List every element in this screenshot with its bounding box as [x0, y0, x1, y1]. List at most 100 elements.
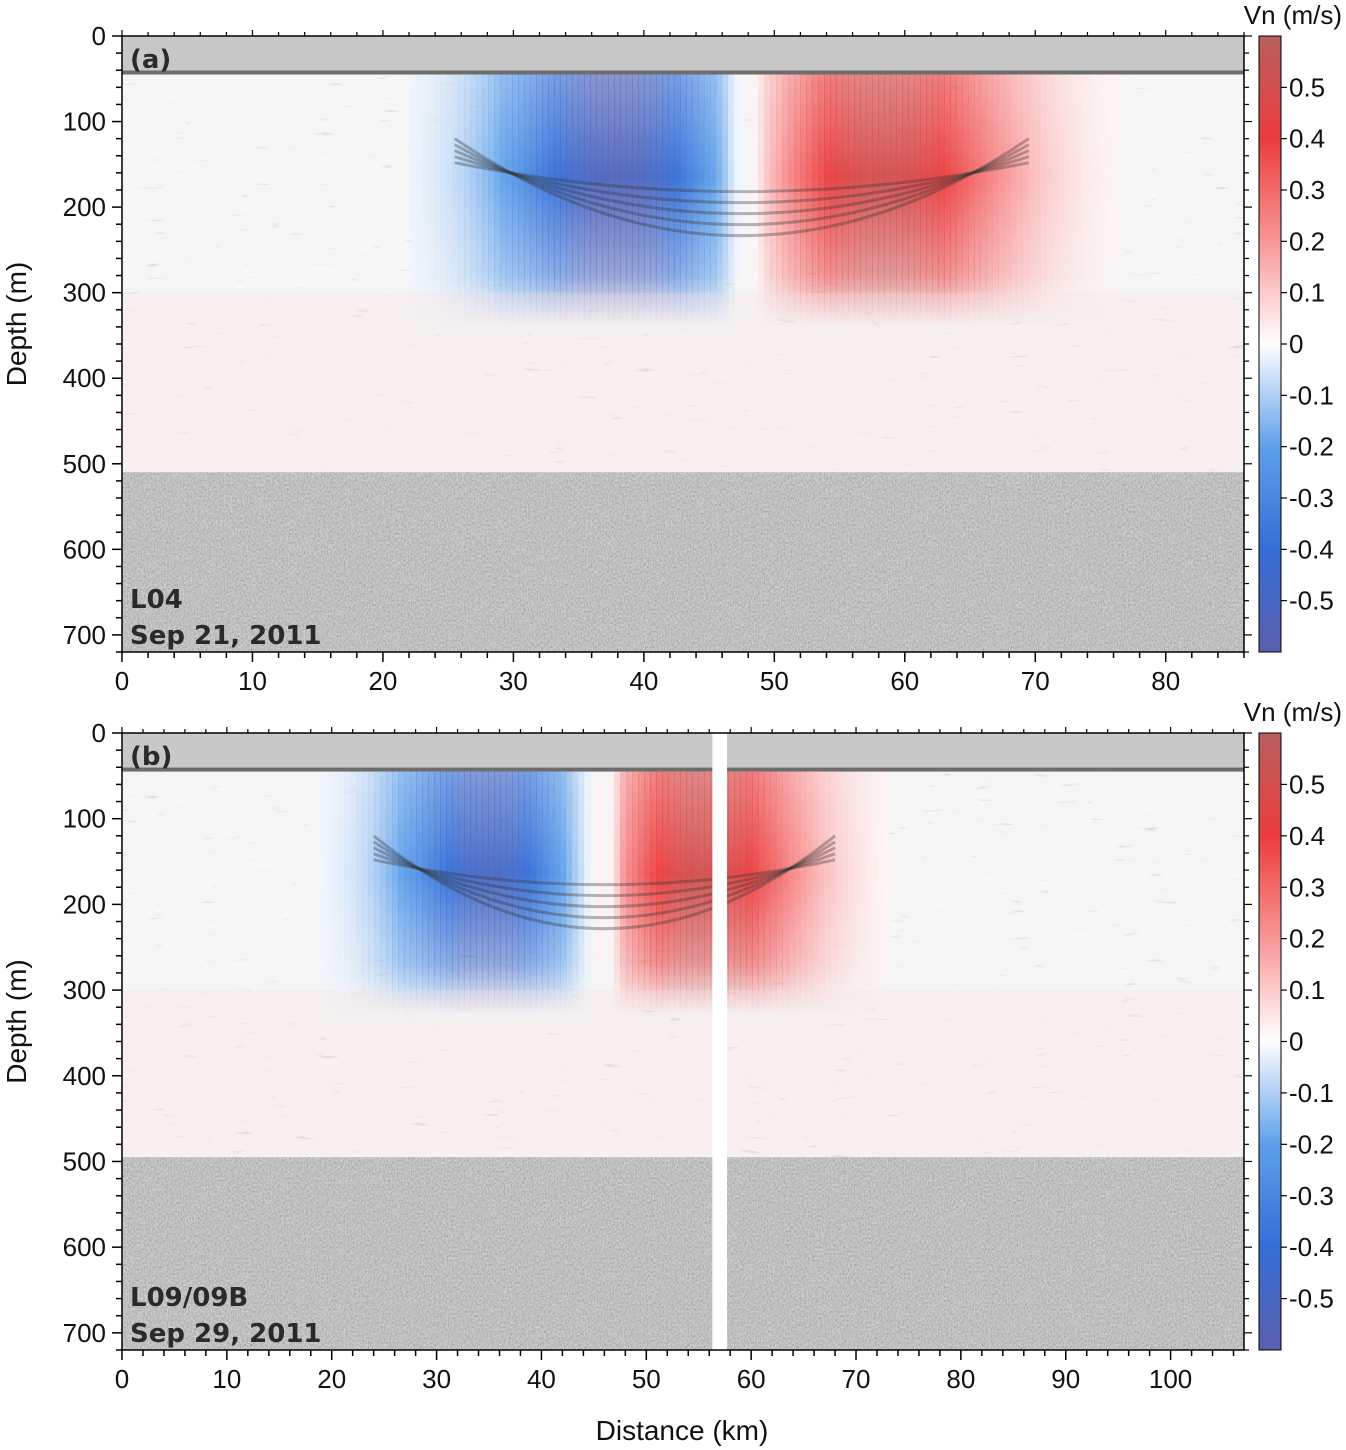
velocity-column: [374, 771, 381, 1016]
velocity-column: [662, 771, 669, 1016]
colorbar-tick-label: 0.4: [1289, 124, 1325, 154]
velocity-column: [764, 771, 771, 1016]
velocity-column: [662, 74, 669, 327]
velocity-column: [596, 771, 603, 1016]
velocity-column: [356, 771, 363, 1016]
x-tick-label: 60: [737, 1364, 766, 1394]
velocity-column: [842, 74, 849, 327]
y-tick-label: 600: [63, 1232, 106, 1262]
y-tick-label: 100: [63, 107, 106, 137]
velocity-column: [896, 74, 903, 327]
velocity-column: [626, 771, 633, 1016]
velocity-column: [320, 771, 327, 1016]
velocity-column: [836, 771, 843, 1016]
velocity-column: [608, 74, 615, 327]
velocity-column: [470, 74, 477, 327]
velocity-column: [866, 74, 873, 327]
velocity-column: [1022, 74, 1029, 327]
velocity-column: [1106, 74, 1113, 327]
velocity-column: [458, 771, 465, 1016]
velocity-column: [566, 74, 573, 327]
survey-date: Sep 29, 2011: [130, 1319, 322, 1349]
velocity-column: [368, 771, 375, 1016]
surface-mask: [122, 36, 1244, 75]
velocity-column: [1100, 74, 1107, 327]
y-tick-label: 300: [63, 975, 106, 1005]
deep-seismic-noise: [122, 1157, 1244, 1350]
x-tick-label: 70: [1021, 666, 1050, 696]
velocity-column: [1040, 74, 1047, 327]
velocity-column: [860, 771, 867, 1016]
velocity-column: [668, 74, 675, 327]
velocity-column: [722, 74, 729, 327]
deep-seismic-noise: [122, 472, 1244, 652]
velocity-column: [626, 74, 633, 327]
y-tick-label: 200: [63, 889, 106, 919]
velocity-column: [590, 74, 597, 327]
velocity-column: [452, 771, 459, 1016]
velocity-column: [1004, 74, 1011, 327]
velocity-column: [380, 771, 387, 1016]
velocity-column: [536, 74, 543, 327]
velocity-column: [992, 74, 999, 327]
velocity-column: [788, 74, 795, 327]
velocity-column: [452, 74, 459, 327]
velocity-column: [548, 771, 555, 1016]
velocity-column: [650, 771, 657, 1016]
eddy-reflector: [453, 143, 1030, 227]
velocity-column: [608, 771, 615, 1016]
colorbar-tick-label: 0.4: [1289, 821, 1325, 851]
x-tick-label: 90: [1051, 1364, 1080, 1394]
velocity-column: [428, 74, 435, 327]
velocity-column: [974, 74, 981, 327]
colorbar-tick-label: 0.2: [1289, 226, 1325, 256]
y-tick-label: 0: [92, 718, 106, 748]
velocity-column: [386, 771, 393, 1016]
y-tick-label: 500: [63, 449, 106, 479]
velocity-column: [950, 74, 957, 327]
velocity-column: [872, 74, 879, 327]
data-gap: [712, 733, 728, 1350]
colorbar-tick-label: 0.3: [1289, 872, 1325, 902]
colorbar-tick-label: 0: [1289, 1027, 1303, 1057]
colorbar-tick-label: 0: [1289, 329, 1303, 359]
velocity-column: [524, 771, 531, 1016]
velocity-column: [638, 771, 645, 1016]
velocity-column: [884, 771, 891, 1016]
velocity-column: [866, 771, 873, 1016]
velocity-column: [476, 74, 483, 327]
velocity-column: [806, 771, 813, 1016]
velocity-column: [734, 74, 741, 327]
velocity-column: [848, 74, 855, 327]
velocity-column: [470, 771, 477, 1016]
velocity-column: [680, 771, 687, 1016]
y-tick-label: 600: [63, 534, 106, 564]
velocity-column: [842, 771, 849, 1016]
survey-date: Sep 21, 2011: [130, 621, 322, 651]
velocity-column: [932, 74, 939, 327]
deep-velocity-tint: [122, 990, 1244, 1158]
velocity-column: [920, 74, 927, 327]
velocity-column: [1088, 74, 1095, 327]
x-tick-label: 0: [115, 1364, 129, 1394]
deep-velocity-tint: [122, 292, 1244, 473]
x-tick-label: 70: [842, 1364, 871, 1394]
velocity-column: [1010, 74, 1017, 327]
x-tick-label: 10: [238, 666, 267, 696]
eddy-reflector: [373, 858, 836, 887]
velocity-column: [1064, 74, 1071, 327]
x-tick-label: 40: [527, 1364, 556, 1394]
colorbar-tick-label: 0.3: [1289, 175, 1325, 205]
colorbar: 0.5 0.4 0.3 0.2 0.1 0 -0.1 -0.2 -0.3 -0.4 -0.5 Vn (…: [1244, 697, 1342, 1351]
velocity-column: [518, 74, 525, 327]
velocity-column: [776, 74, 783, 327]
velocity-column: [830, 74, 837, 327]
velocity-column: [968, 74, 975, 327]
velocity-column: [554, 771, 561, 1016]
colorbar-tick-label: -0.2: [1289, 432, 1334, 462]
x-tick-label: 40: [629, 666, 658, 696]
velocity-column: [1112, 74, 1119, 327]
velocity-column: [422, 771, 429, 1016]
velocity-column: [488, 74, 495, 327]
velocity-column: [860, 74, 867, 327]
